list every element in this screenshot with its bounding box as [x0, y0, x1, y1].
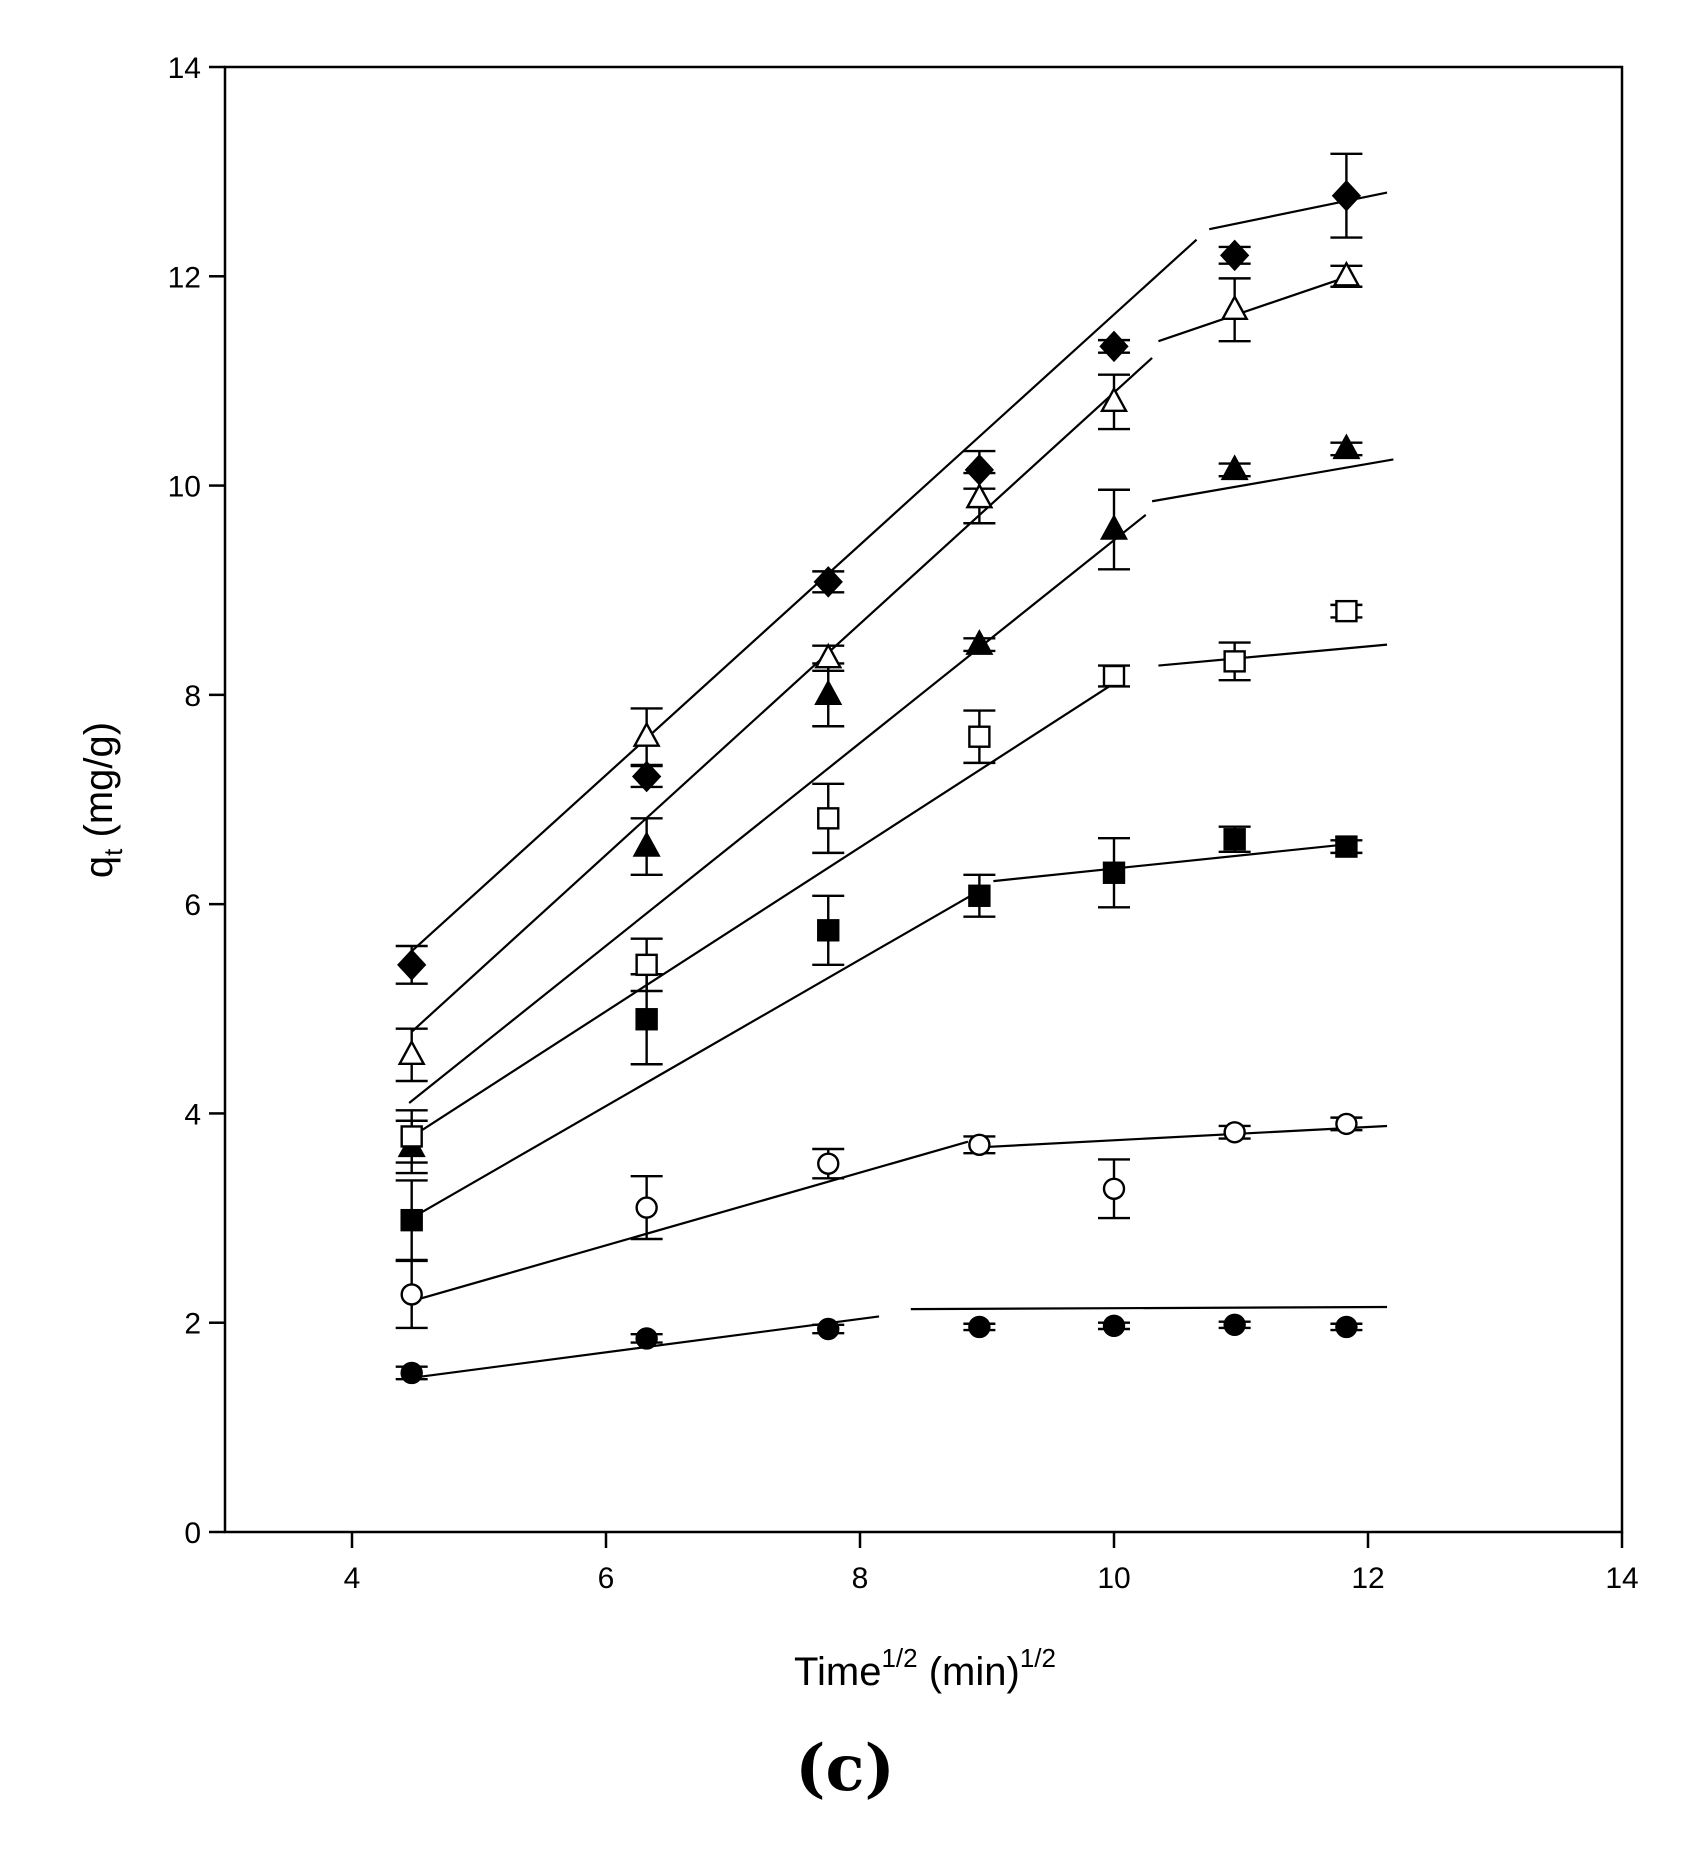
x-axis-title: Time1/2 (min)1/2 [794, 1643, 1056, 1694]
fit-line-filled-square [993, 842, 1356, 883]
marker-open-circle [817, 1152, 840, 1175]
marker-open-square [400, 1125, 423, 1148]
fit-line-filled-square [411, 892, 975, 1220]
marker-filled-circle [968, 1315, 991, 1339]
y-tick-label: 6 [184, 889, 201, 922]
marker-open-triangle [1220, 294, 1249, 320]
plot-frame [223, 65, 1624, 1534]
marker-filled-triangle [1099, 514, 1129, 540]
marker-filled-circle [817, 1317, 840, 1341]
x-tick-label: 14 [1605, 1562, 1638, 1595]
marker-open-circle [635, 1196, 658, 1219]
marker-open-triangle [965, 482, 994, 509]
y-tick-label: 10 [168, 471, 201, 504]
fit-line-filled-circle [910, 1305, 1388, 1311]
marker-filled-square [817, 919, 840, 942]
marker-filled-diamond [632, 760, 662, 793]
y-tick-label: 4 [184, 1098, 201, 1131]
x-tick-label: 8 [852, 1562, 869, 1595]
x-tick-label: 6 [598, 1562, 615, 1595]
marker-filled-triangle [1332, 433, 1361, 460]
marker-filled-triangle [814, 679, 843, 706]
marker-open-triangle [632, 721, 661, 747]
marker-filled-square [400, 1208, 423, 1232]
fit-line-open-circle [408, 1140, 969, 1303]
x-tick-label: 10 [1097, 1562, 1130, 1595]
marker-filled-square [1335, 835, 1358, 858]
marker-open-circle [968, 1133, 991, 1157]
marker-filled-diamond [813, 566, 843, 598]
marker-filled-circle [1335, 1315, 1358, 1339]
marker-filled-circle [635, 1327, 658, 1350]
marker-filled-square [1223, 828, 1246, 851]
y-tick-label: 12 [168, 261, 201, 294]
fit-line-open-triangle [410, 357, 1153, 1033]
marker-open-triangle [397, 1039, 426, 1066]
fit-line-open-square [1158, 643, 1388, 667]
fit-line-filled-triangle [1151, 458, 1394, 503]
marker-filled-square [635, 1008, 658, 1031]
marker-open-square [1335, 599, 1358, 623]
marker-open-circle [400, 1283, 423, 1306]
fit-line-filled-triangle [408, 514, 1147, 1104]
y-axis-title: qt (mg/g) [77, 722, 128, 878]
panel-label: (c) [795, 1731, 895, 1806]
marker-filled-circle [1223, 1313, 1246, 1337]
x-tick-label: 12 [1351, 1562, 1384, 1595]
marker-open-square [1102, 664, 1126, 688]
marker-open-circle [1335, 1112, 1358, 1136]
y-tick-label: 14 [168, 52, 201, 85]
fit-line-filled-diamond [410, 238, 1198, 953]
marker-filled-triangle [1220, 454, 1249, 481]
marker-filled-diamond [397, 949, 427, 981]
marker-filled-triangle [965, 629, 994, 655]
marker-filled-circle [400, 1361, 423, 1385]
y-tick-label: 8 [184, 680, 201, 713]
marker-filled-diamond [1331, 179, 1362, 212]
error-bars [395, 152, 1363, 1381]
axis-ticks: 4 6 8 10 12 14 0 2 4 6 8 10 12 14 [168, 52, 1639, 1595]
fit-lines [408, 191, 1394, 1380]
marker-open-square [968, 725, 991, 748]
marker-open-square [635, 953, 658, 977]
marker-open-square [1223, 650, 1246, 673]
fit-line-open-square [414, 678, 1121, 1136]
x-tick-label: 4 [344, 1562, 361, 1595]
marker-filled-diamond [1099, 330, 1129, 363]
marker-filled-square [968, 884, 991, 907]
y-tick-label: 2 [184, 1308, 201, 1341]
marker-filled-square [1102, 861, 1126, 884]
marker-open-triangle [1099, 386, 1129, 413]
marker-filled-circle [1102, 1314, 1126, 1338]
marker-filled-diamond [1220, 239, 1250, 272]
fit-line-open-circle [986, 1124, 1388, 1149]
marker-open-circle [1102, 1177, 1126, 1200]
marker-open-circle [1223, 1121, 1246, 1144]
marker-open-square [817, 807, 840, 830]
marker-open-triangle [1332, 260, 1361, 287]
fit-line-filled-diamond [1209, 191, 1388, 231]
fit-line-open-triangle [1158, 275, 1350, 343]
marker-filled-triangle [632, 831, 661, 857]
marker-filled-diamond [964, 454, 995, 486]
data-markers [397, 179, 1362, 1385]
y-tick-label: 0 [184, 1517, 201, 1550]
marker-open-triangle [814, 642, 843, 669]
